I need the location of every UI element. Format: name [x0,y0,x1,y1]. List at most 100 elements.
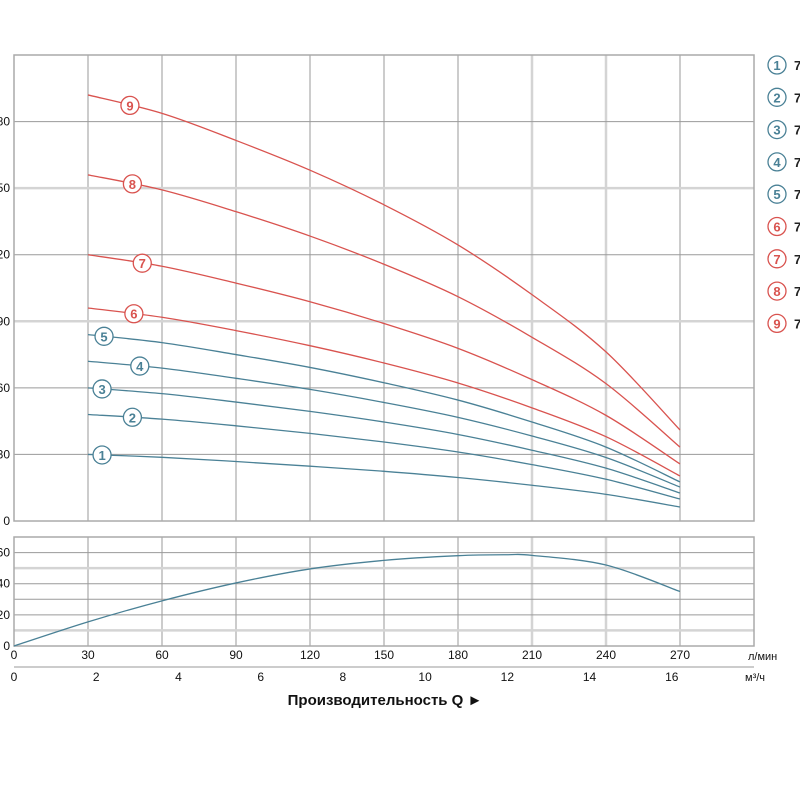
x-unit-secondary: м³/ч [745,672,765,684]
curve-label-2: 2 [122,407,143,427]
head-curve-2 [87,413,681,500]
x-tick-label: 150 [374,648,394,662]
curve-label-1: 1 [92,445,112,465]
y-tick-label-efficiency: 20 [0,608,10,622]
plot-frame-efficiency [13,536,755,647]
x-tick-label: 270 [670,648,690,662]
legend-marker [767,216,787,237]
curve-label-circle [122,174,143,194]
y-tick-label: 150 [0,181,10,195]
head-curve-9 [87,94,681,431]
x-axis-title: Производительность Q ► [288,692,483,709]
curve-label-text: 8 [129,177,136,192]
x-tick-label: 30 [81,648,95,662]
legend-marker-text: 9 [773,316,780,331]
legend-label: 7 [794,123,800,138]
legend-label: 7 [794,316,800,331]
curve-label-circle [132,253,152,273]
curve-label-6: 6 [124,304,144,324]
x-tick-label-secondary: 8 [340,670,347,684]
y-tick-label: 180 [0,115,10,129]
legend-marker [767,87,787,107]
head-curve-5 [87,333,681,483]
legend-marker-text: 2 [773,90,780,105]
x-tick-label-secondary: 4 [175,670,182,684]
legend-marker-text: 5 [773,187,780,202]
curve-label-circle [92,379,112,399]
curve-label-7: 7 [132,253,152,273]
legend-label: 7 [794,284,800,299]
legend-marker [767,281,787,301]
curve-label-8: 8 [122,174,143,194]
legend-marker-text: 6 [773,220,780,235]
legend-marker [767,119,787,140]
y-tick-label: 90 [0,314,10,328]
legend-marker [767,184,787,204]
curve-label-text: 2 [129,410,136,425]
y-tick-label-efficiency: 60 [0,546,10,560]
legend-marker [767,313,787,334]
y-tick-label: 0 [3,514,10,528]
head-curve-6 [87,307,681,477]
head-curve-4 [87,360,681,488]
x-tick-label-secondary: 14 [583,670,597,684]
curve-label-circle [122,407,143,427]
head-curve-8 [87,174,681,448]
legend-marker-text: 4 [773,155,781,170]
x-tick-label-secondary: 16 [665,670,679,684]
legend-marker [767,249,787,269]
curve-label-5: 5 [94,326,114,346]
head-curve-1 [87,453,681,508]
legend-label: 7 [794,252,800,267]
y-tick-label: 30 [0,447,10,461]
legend-label: 7 [794,155,800,170]
x-tick-label-secondary: 10 [418,670,432,684]
curve-label-text: 9 [126,98,133,113]
x-unit-primary: л/мин [748,651,777,663]
x-tick-label: 210 [522,648,542,662]
curve-label-text: 6 [130,307,137,322]
x-tick-label-secondary: 2 [93,670,100,684]
curve-label-text: 1 [98,448,105,463]
curve-label-text: 4 [136,359,144,374]
x-tick-label: 120 [300,648,320,662]
x-tick-label: 0 [11,648,18,662]
legend-label: 7 [794,187,800,202]
x-tick-label-secondary: 6 [257,670,264,684]
x-tick-label: 90 [229,648,243,662]
legend-marker-text: 8 [773,284,780,299]
curve-label-text: 7 [139,256,146,271]
x-tick-label: 180 [448,648,468,662]
curve-label-text: 3 [98,382,105,397]
x-tick-label-secondary: 12 [501,670,515,684]
curve-label-9: 9 [120,95,140,116]
curve-label-3: 3 [92,379,112,399]
curve-label-circle [120,95,140,116]
legend-marker-text: 3 [773,123,780,138]
y-tick-label: 120 [0,248,10,262]
curve-label-4: 4 [130,356,150,376]
legend-marker-text: 7 [773,252,780,267]
legend-label: 7 [794,220,800,235]
x-tick-label: 240 [596,648,616,662]
x-tick-label: 60 [155,648,169,662]
head-curve-3 [87,387,681,494]
legend-label: 7 [794,90,800,105]
y-tick-label: 60 [0,381,10,395]
curve-label-circle [94,326,114,346]
efficiency-curve [13,553,681,647]
head-curve-7 [87,254,681,465]
x-tick-label-secondary: 0 [11,670,18,684]
y-tick-label-efficiency: 40 [0,577,10,591]
curve-label-text: 5 [100,329,107,344]
legend-marker [767,55,787,75]
